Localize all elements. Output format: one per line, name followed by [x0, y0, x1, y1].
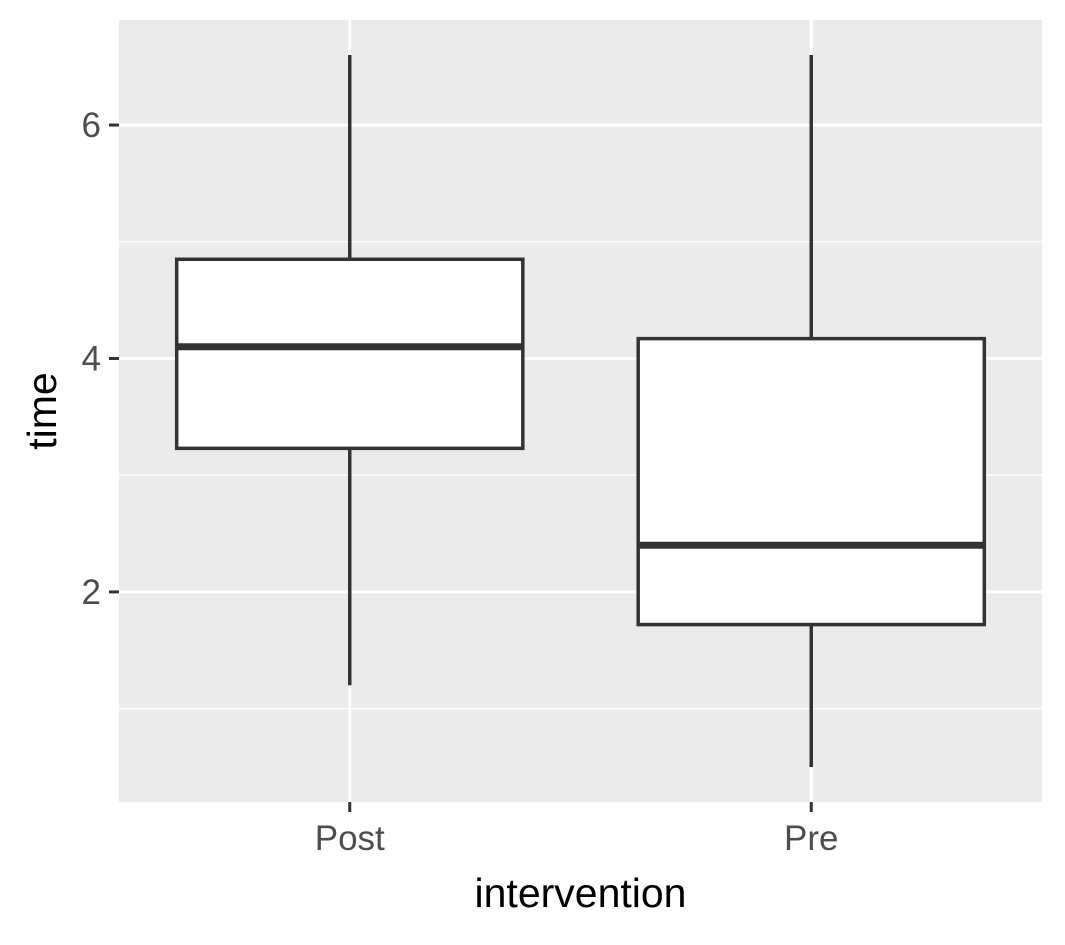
x-tick-label: Pre	[784, 819, 838, 858]
box-pre	[636, 55, 987, 767]
box-post	[174, 55, 525, 686]
axes: 2 4 6 Post Pre	[82, 106, 839, 858]
iqr-box	[174, 257, 525, 451]
y-tick-label: 4	[82, 339, 101, 378]
x-axis-title: intervention	[475, 870, 687, 916]
iqr-box	[636, 336, 987, 627]
x-tick-label: Post	[315, 819, 385, 858]
y-axis-title: time	[19, 372, 65, 449]
boxes	[174, 55, 987, 767]
y-tick-label: 6	[82, 106, 101, 145]
y-tick-label: 2	[82, 573, 101, 612]
